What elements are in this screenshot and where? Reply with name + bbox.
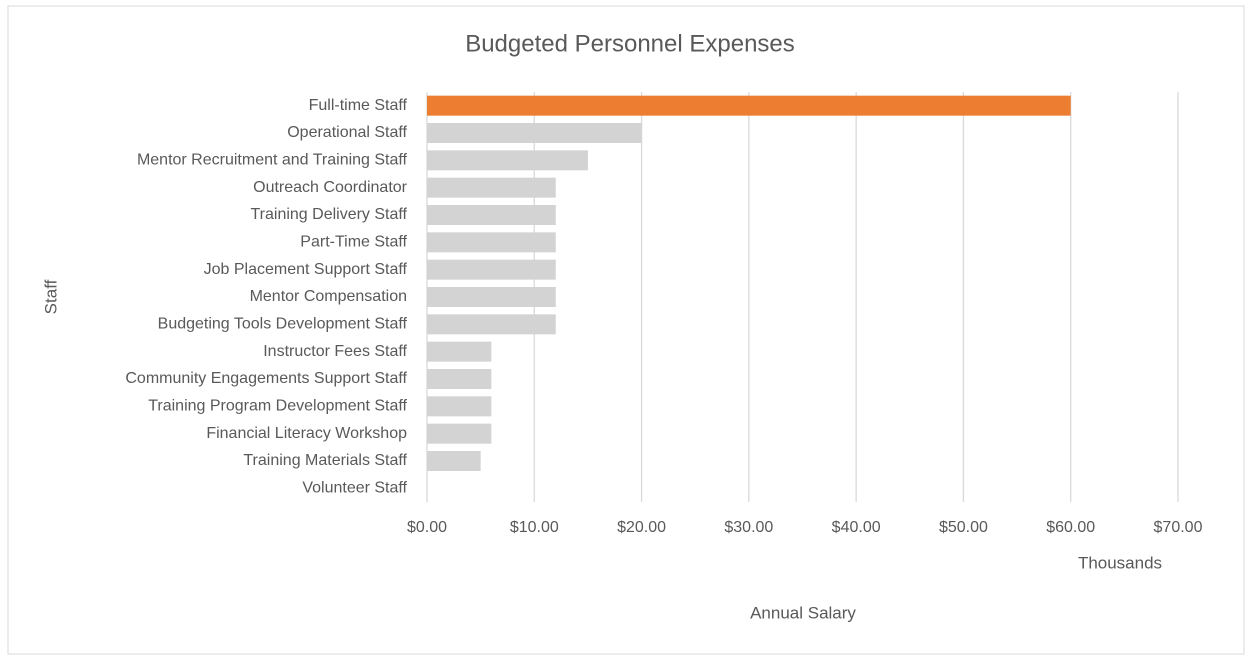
y-tick-label: Training Materials Staff	[243, 452, 407, 469]
y-tick-label: Operational Staff	[287, 124, 407, 141]
x-tick-label: $70.00	[1154, 519, 1203, 536]
y-tick-label: Volunteer Staff	[302, 480, 407, 497]
x-tick-label: $50.00	[939, 519, 988, 536]
x-tick-label: $30.00	[724, 519, 773, 536]
x-tick-label: $40.00	[832, 519, 881, 536]
bar	[427, 232, 556, 253]
y-tick-label: Part-Time Staff	[300, 234, 407, 251]
bar	[427, 314, 556, 335]
bar	[427, 259, 556, 280]
bar	[427, 396, 492, 417]
y-tick-label: Mentor Recruitment and Training Staff	[137, 152, 408, 169]
bar	[427, 95, 1071, 116]
bar	[427, 287, 556, 307]
y-tick-label: Budgeting Tools Development Staff	[158, 316, 408, 333]
chart-title: Budgeted Personnel Expenses	[465, 30, 795, 57]
bar	[427, 123, 642, 143]
x-axis-label: Annual Salary	[750, 603, 856, 622]
y-tick-label: Financial Literacy Workshop	[206, 425, 407, 442]
bar	[427, 150, 588, 171]
bar	[427, 205, 556, 225]
y-tick-label: Full-time Staff	[309, 97, 408, 114]
x-tick-label: $0.00	[407, 519, 447, 536]
x-units-label: Thousands	[1078, 553, 1162, 572]
x-tick-label: $20.00	[617, 519, 666, 536]
bar	[427, 369, 492, 389]
y-axis-label: Staff	[41, 279, 60, 314]
bar	[427, 341, 492, 362]
y-tick-label: Instructor Fees Staff	[263, 343, 407, 360]
y-tick-label: Training Program Development Staff	[148, 398, 407, 415]
bar	[427, 423, 492, 444]
y-tick-label: Job Placement Support Staff	[204, 261, 408, 278]
y-tick-label: Outreach Coordinator	[253, 179, 408, 196]
y-tick-label: Training Delivery Staff	[250, 206, 407, 223]
x-tick-label: $60.00	[1046, 519, 1095, 536]
x-tick-label: $10.00	[510, 519, 559, 536]
bar	[427, 177, 556, 198]
y-tick-label: Mentor Compensation	[250, 288, 407, 305]
bar	[427, 451, 481, 471]
y-tick-label: Community Engagements Support Staff	[125, 370, 407, 387]
